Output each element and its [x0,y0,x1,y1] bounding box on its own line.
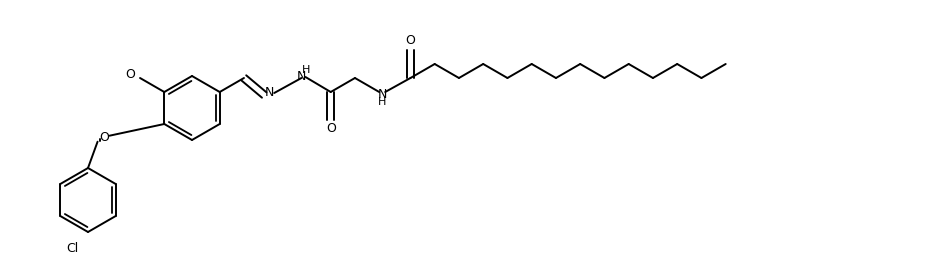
Text: O: O [405,35,416,48]
Text: H: H [378,97,386,107]
Text: H: H [302,65,311,75]
Text: O: O [125,68,135,81]
Text: Cl: Cl [65,242,78,255]
Text: O: O [326,121,335,134]
Text: N: N [296,69,306,82]
Text: N: N [378,88,387,101]
Text: O: O [99,131,110,144]
Text: N: N [264,87,274,100]
